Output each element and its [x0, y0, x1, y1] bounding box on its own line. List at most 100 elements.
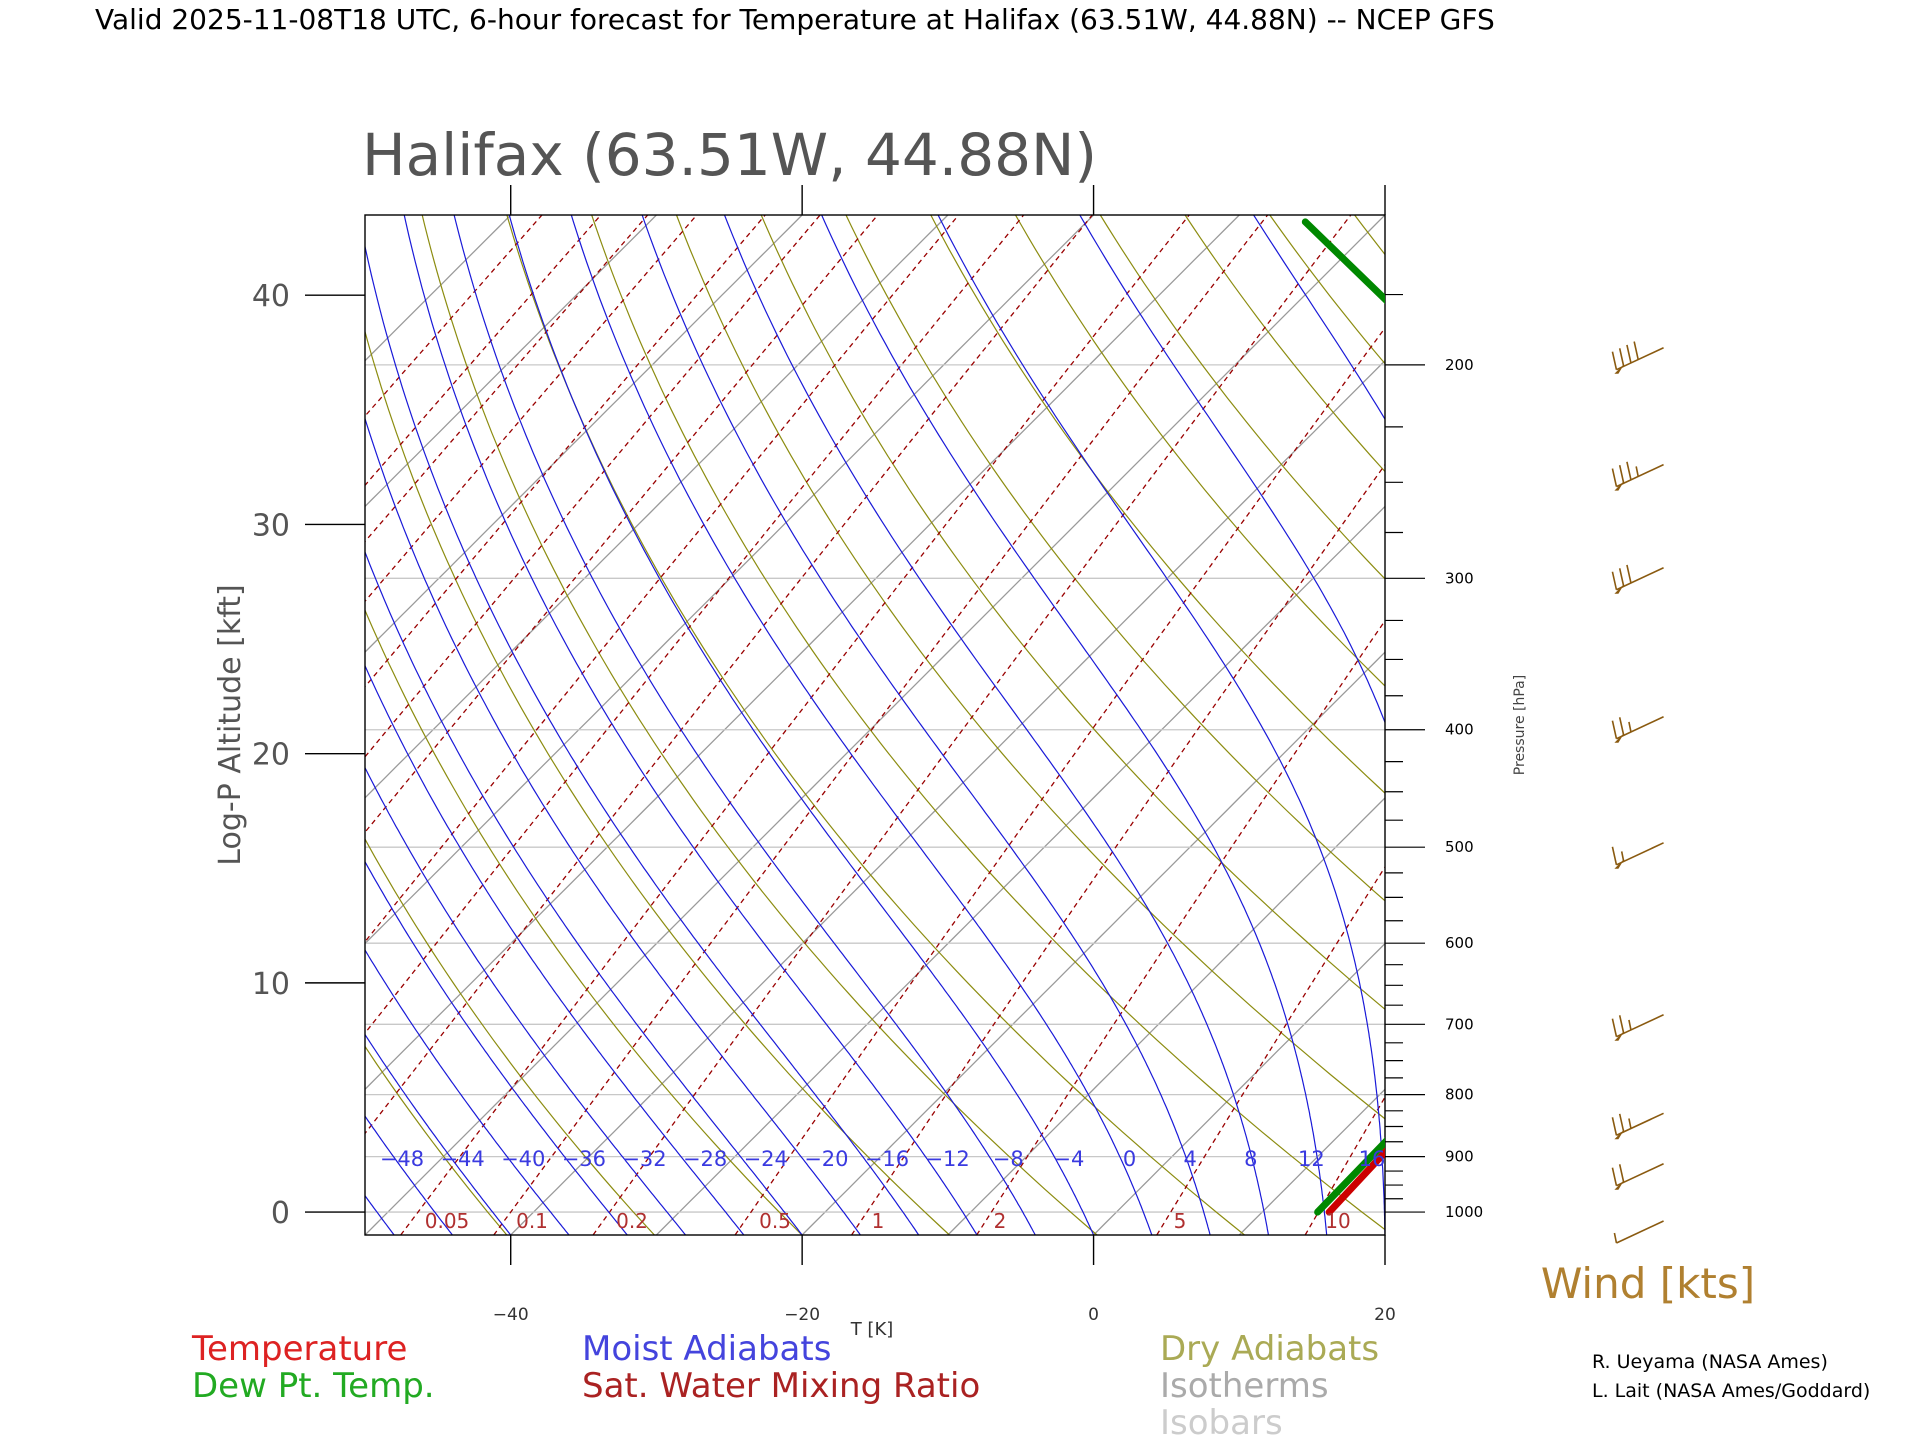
header-title: Valid 2025-11-08T18 UTC, 6-hour forecast…	[95, 3, 1495, 36]
moist-adiabat-line	[641, 215, 1211, 1235]
wind-barb	[1611, 341, 1664, 374]
plot-border	[364, 214, 1386, 1236]
x-axis-label: T [K]	[850, 1319, 894, 1340]
mixing-ratio-line	[734, 326, 1385, 1235]
dry-adiabat-line	[1609, 215, 1920, 1235]
legend-item: Dry Adiabats	[1160, 1329, 1379, 1369]
isotherm-line	[510, 359, 1385, 1235]
y-tick-label: 10	[252, 967, 290, 1002]
wind-barb-shaft	[1616, 716, 1664, 740]
mixing-ratio-line	[365, 215, 649, 543]
isotherm-line	[365, 215, 1095, 945]
dry-adiabat-line	[1099, 215, 1385, 580]
wind-barbs	[1611, 341, 1664, 1244]
y-tick-label: 40	[252, 279, 290, 314]
moist-adiabat-line	[365, 664, 745, 1235]
dry-adiabat-line	[365, 837, 655, 1235]
dry-adiabat-line	[845, 215, 1385, 902]
isotherm-line	[365, 215, 366, 216]
wind-barb-halfflag	[1635, 466, 1639, 477]
moist-adiabat-label: 4	[1183, 1147, 1196, 1171]
thermo-lines	[365, 215, 1920, 1235]
wind-barb-shaft	[1616, 1112, 1664, 1136]
legend-item: Dew Pt. Temp.	[192, 1366, 435, 1406]
wind-barb	[1611, 1112, 1664, 1140]
moist-adiabat-line	[508, 215, 1095, 1235]
wind-barb-base	[1614, 1179, 1625, 1190]
pressure-tick-label: 300	[1445, 569, 1474, 587]
mixing-ratio-label: 1	[872, 1209, 885, 1233]
dry-adiabat-line	[1694, 215, 1920, 1235]
pressure-tick-label: 700	[1445, 1015, 1474, 1033]
mixing-ratio-label: 5	[1174, 1209, 1187, 1233]
mixing-ratio-line	[365, 215, 1025, 1035]
dry-adiabat-line	[1184, 215, 1385, 473]
wind-barb-flag	[1618, 1113, 1625, 1133]
wind-barb-halfflag	[1628, 1118, 1632, 1129]
mixing-ratio-line	[365, 215, 821, 758]
mixing-ratio-label: 0.1	[516, 1209, 548, 1233]
wind-barb-base	[1614, 583, 1625, 594]
wind-barb	[1611, 716, 1664, 743]
mixing-ratio-line	[1464, 215, 1920, 1235]
plot-frame	[305, 185, 1425, 1265]
wind-barb	[1611, 1014, 1664, 1041]
y-tick-label: 30	[252, 508, 290, 543]
wind-barb	[1611, 564, 1664, 594]
moist-adiabat-line	[453, 215, 1036, 1235]
profile-dew-pt-temp-	[1301, 218, 1385, 1216]
mixing-ratio-line	[365, 215, 960, 943]
wind-barb-flag	[1611, 846, 1618, 865]
moist-adiabat-line	[365, 948, 570, 1235]
moist-adiabat-label: 12	[1298, 1147, 1325, 1171]
wind-barb-flag	[1626, 564, 1632, 584]
dry-adiabat-line	[1269, 215, 1385, 365]
dry-adiabat-line	[1779, 215, 1920, 1235]
dry-adiabat-line	[1524, 215, 1920, 1235]
moist-adiabat-line	[570, 215, 1153, 1235]
isotherm-line	[1093, 942, 1385, 1235]
moist-adiabat-line	[365, 243, 920, 1235]
moist-adiabat-label: 8	[1244, 1147, 1257, 1171]
wind-barb	[1611, 1162, 1664, 1190]
moist-adiabat-label: −8	[993, 1147, 1024, 1171]
moist-adiabat-label: −32	[622, 1147, 666, 1171]
legend-item: Isobars	[1160, 1403, 1283, 1440]
moist-adiabat-line	[365, 1115, 453, 1235]
wind-barb-flag	[1626, 461, 1632, 481]
wind-barb-flag	[1611, 1167, 1618, 1186]
mixing-ratio-label: 0.05	[425, 1209, 470, 1233]
wind-barb-halfflag	[1613, 1232, 1618, 1244]
moist-adiabat-label: 16	[1359, 1147, 1386, 1171]
moist-adiabat-label: −36	[562, 1147, 606, 1171]
isotherm-line	[947, 796, 1385, 1235]
wind-barb-base	[1614, 1129, 1625, 1140]
wind-barb-shaft	[1616, 346, 1664, 371]
isotherm-line	[365, 215, 512, 362]
moist-adiabat-line	[820, 215, 1328, 1235]
mixing-ratio-line	[365, 215, 602, 487]
pressure-tick-label: 1000	[1445, 1203, 1483, 1221]
moist-adiabat-label: −16	[865, 1147, 909, 1171]
moist-adiabat-line	[1079, 215, 1385, 725]
wind-barb-shaft	[1616, 463, 1664, 488]
moist-adiabat-line	[937, 215, 1385, 1235]
moist-adiabat-line	[365, 1033, 512, 1235]
wind-barb-shaft	[1616, 1220, 1664, 1244]
isotherm-line	[365, 215, 949, 799]
wind-barb	[1611, 842, 1664, 869]
wind-barb	[1611, 461, 1664, 491]
moist-adiabat-line	[365, 766, 687, 1235]
wind-barb-flag	[1611, 468, 1618, 487]
wind-barb-flag	[1618, 1164, 1625, 1183]
wind-barb-shaft	[1616, 1162, 1664, 1187]
wind-barb-flag	[1611, 720, 1618, 739]
wind-barb-flag	[1618, 1015, 1625, 1034]
wind-barb	[1613, 1220, 1664, 1244]
mixing-ratio-line	[400, 215, 1190, 1235]
isotherm-line	[365, 215, 803, 654]
mixing-ratio-line	[592, 215, 1352, 1235]
mixing-ratio-label: 10	[1325, 1209, 1350, 1233]
wind-barb-shaft	[1616, 567, 1664, 591]
